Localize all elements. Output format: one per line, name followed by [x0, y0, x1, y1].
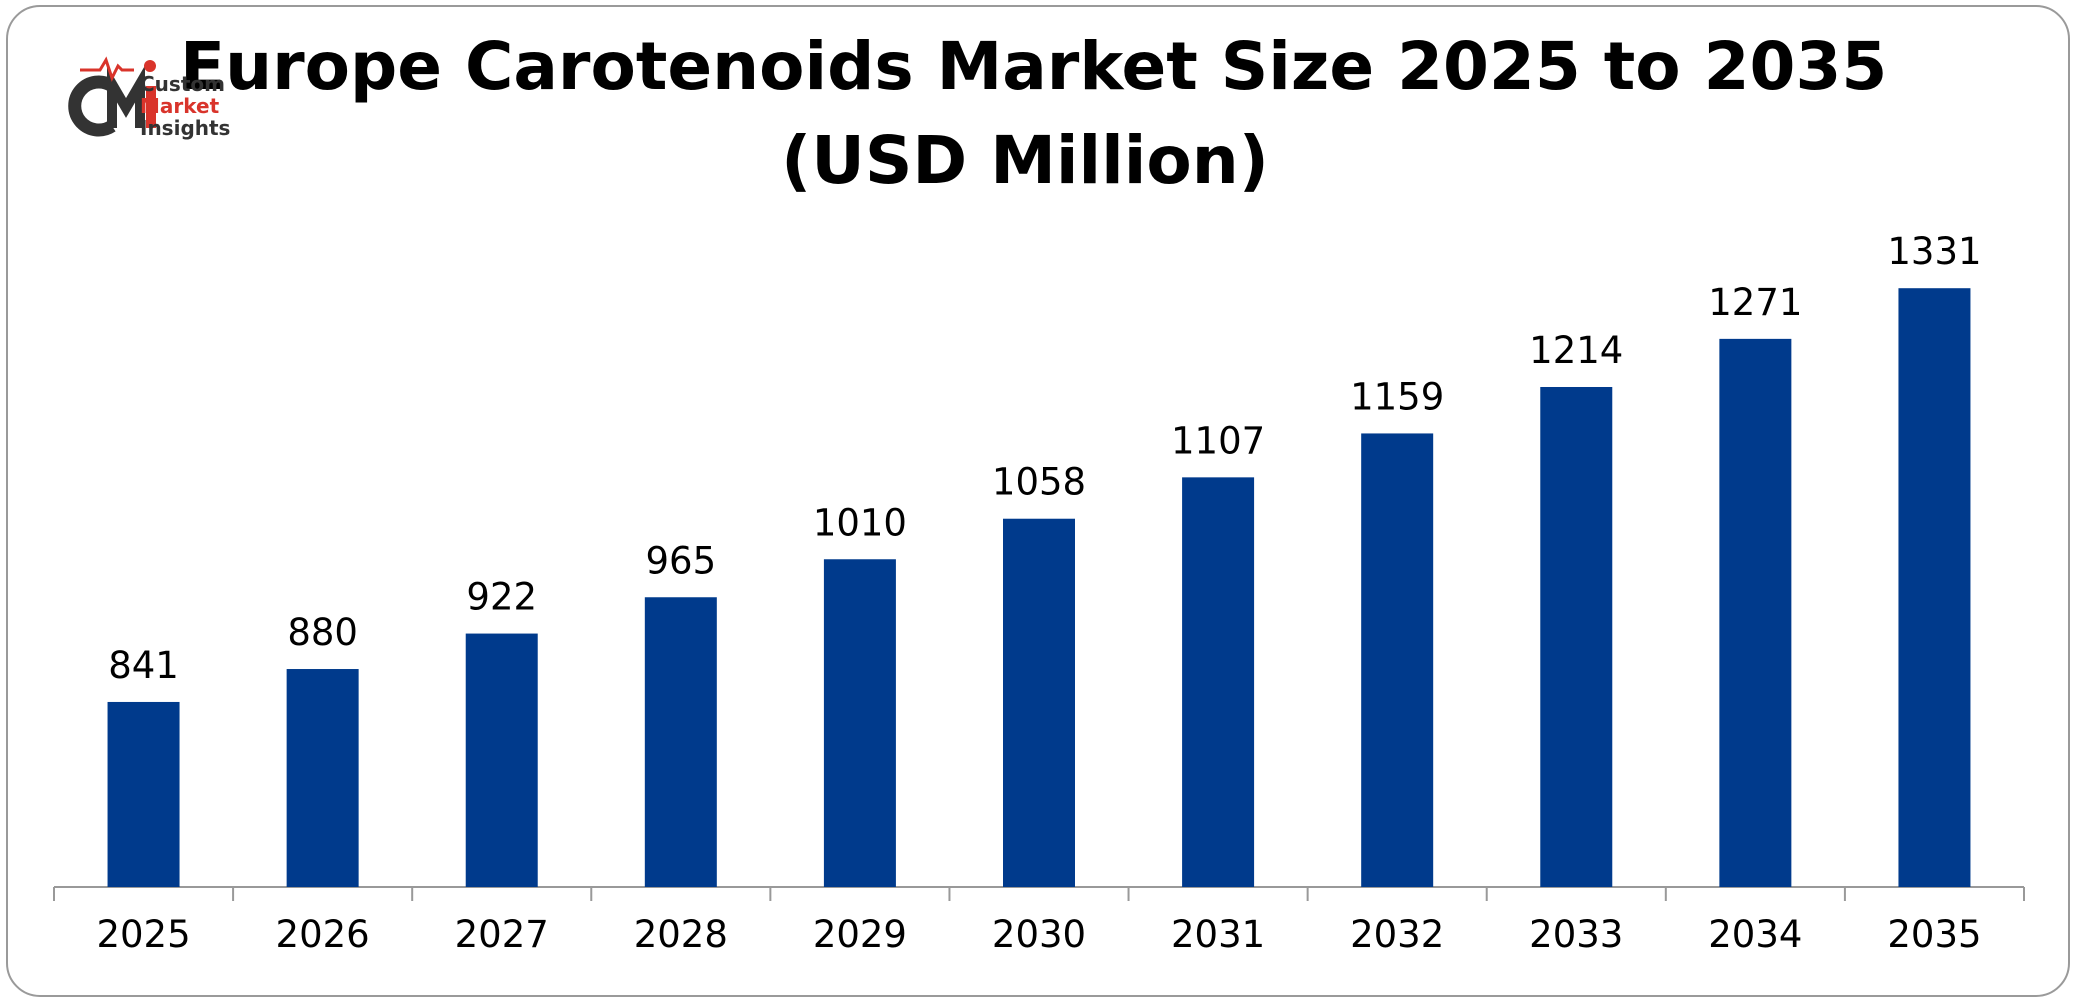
data-label-2032: 1159: [1350, 375, 1444, 418]
x-tick-label-2030: 2030: [992, 913, 1086, 956]
bar-2026: [286, 669, 359, 887]
logo-text-custom: Custom: [140, 72, 225, 96]
data-label-2035: 1331: [1887, 230, 1981, 273]
data-label-2028: 965: [646, 539, 717, 582]
x-tick-label-2032: 2032: [1350, 913, 1444, 956]
data-label-2034: 1271: [1708, 281, 1802, 324]
data-label-2029: 1010: [813, 501, 907, 544]
bar-2032: [1361, 433, 1434, 887]
logo-icon: [68, 56, 156, 137]
x-tick-label-2033: 2033: [1529, 913, 1623, 956]
x-tick-label-2035: 2035: [1887, 913, 1981, 956]
bar-2031: [1182, 477, 1255, 887]
bar-2028: [644, 597, 717, 887]
data-label-2030: 1058: [992, 461, 1086, 504]
logo-text-market: Market: [140, 94, 220, 118]
bar-2027: [465, 633, 538, 887]
data-label-2027: 922: [466, 576, 537, 619]
data-label-2026: 880: [287, 611, 358, 654]
chart-title-line1: Europe Carotenoids Market Size 2025 to 2…: [180, 28, 1888, 105]
bar-2033: [1540, 386, 1613, 887]
logo-text-insights: Insights: [140, 116, 231, 140]
x-tick-label-2034: 2034: [1708, 913, 1802, 956]
x-tick-label-2031: 2031: [1171, 913, 1265, 956]
x-tick-label-2025: 2025: [96, 913, 190, 956]
chart-title-line2: (USD Million): [781, 122, 1269, 199]
x-tick-label-2029: 2029: [813, 913, 907, 956]
x-tick-label-2027: 2027: [455, 913, 549, 956]
bar-2025: [107, 701, 180, 887]
data-label-2025: 841: [108, 644, 179, 687]
x-tick-label-2028: 2028: [634, 913, 728, 956]
bar-2029: [823, 559, 896, 887]
bar-2030: [1003, 518, 1075, 887]
bar-2035: [1898, 288, 1971, 887]
bar-2034: [1719, 338, 1792, 887]
data-label-2033: 1214: [1529, 329, 1623, 372]
x-tick-label-2026: 2026: [276, 913, 370, 956]
data-label-2031: 1107: [1171, 419, 1265, 462]
